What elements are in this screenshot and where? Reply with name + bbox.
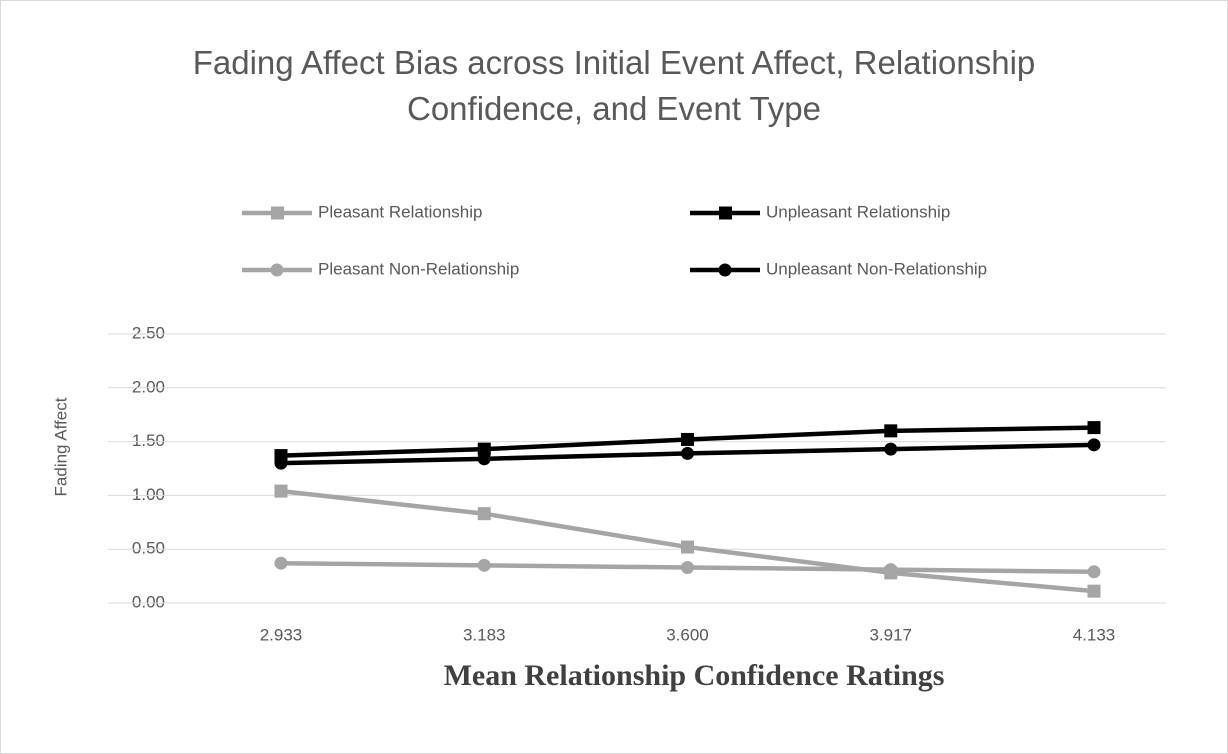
marker: [681, 432, 694, 446]
x-tick-label: 3.183: [463, 625, 506, 644]
marker: [1087, 421, 1101, 435]
marker: [274, 484, 288, 498]
legend-label: Pleasant Non-Relationship: [318, 259, 519, 278]
y-axis-label: Fading Affect: [51, 397, 70, 496]
x-tick-label: 2.933: [260, 625, 303, 644]
legend-label: Unpleasant Non-Relationship: [766, 259, 987, 278]
legend-marker: [718, 263, 732, 277]
chart-title: Fading Affect Bias across Initial Event …: [192, 44, 1036, 127]
y-tick-label: 2.00: [132, 377, 165, 396]
legend-marker: [270, 263, 284, 277]
legend-label: Pleasant Relationship: [318, 202, 482, 221]
marker: [477, 507, 491, 521]
x-tick-label: 4.133: [1073, 625, 1116, 644]
y-tick-label: 0.00: [132, 592, 165, 611]
marker: [884, 563, 898, 577]
marker: [1087, 565, 1101, 579]
x-tick-label: 3.600: [666, 625, 709, 644]
y-tick-label: 2.50: [132, 323, 165, 342]
marker: [681, 540, 694, 554]
marker: [477, 442, 491, 456]
marker: [274, 456, 288, 470]
marker: [681, 446, 694, 460]
x-tick-label: 3.917: [869, 625, 912, 644]
marker: [884, 424, 898, 438]
marker: [1087, 438, 1101, 452]
y-tick-label: 1.50: [132, 431, 165, 450]
legend-label: Unpleasant Relationship: [766, 202, 950, 221]
x-axis-label: Mean Relationship Confidence Ratings: [444, 659, 945, 692]
y-tick-label: 0.50: [132, 539, 165, 558]
marker: [477, 452, 491, 466]
legend-marker: [271, 206, 284, 220]
legend-marker: [719, 206, 732, 220]
marker: [477, 558, 491, 572]
marker: [274, 556, 288, 570]
marker: [681, 560, 694, 574]
marker: [1087, 584, 1101, 598]
marker: [884, 442, 898, 456]
y-tick-label: 1.00: [132, 485, 165, 504]
